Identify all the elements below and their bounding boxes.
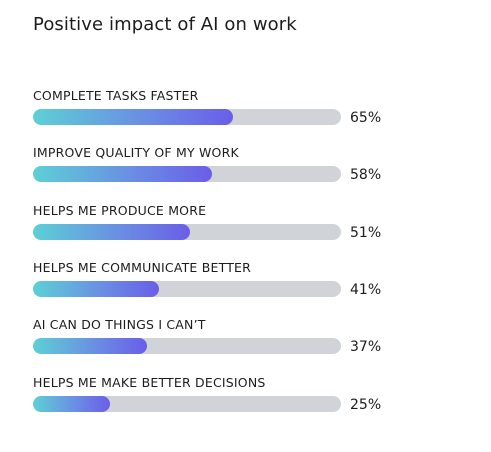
bar-value-label: 58% (350, 167, 382, 183)
bar-category-label: COMPLETE TASKS FASTER (33, 88, 199, 103)
bar-value-label: 51% (350, 225, 382, 241)
bar-row: HELPS ME COMMUNICATE BETTER 41% (0, 260, 491, 306)
chart-title: Positive impact of AI on work (33, 14, 297, 35)
bar-category-label: HELPS ME MAKE BETTER DECISIONS (33, 375, 266, 390)
bar-category-label: IMPROVE QUALITY OF MY WORK (33, 145, 239, 160)
bar-fill (33, 338, 147, 354)
bar-fill (33, 281, 159, 297)
bar-value-label: 65% (350, 110, 382, 126)
bar-track (33, 224, 341, 240)
bar-row: HELPS ME PRODUCE MORE 51% (0, 203, 491, 249)
bar-fill (33, 396, 110, 412)
bar-row: IMPROVE QUALITY OF MY WORK 58% (0, 145, 491, 191)
bar-row: COMPLETE TASKS FASTER 65% (0, 88, 491, 134)
bar-category-label: HELPS ME COMMUNICATE BETTER (33, 260, 252, 275)
bar-category-label: HELPS ME PRODUCE MORE (33, 203, 207, 218)
bar-row: AI CAN DO THINGS I CAN’T 37% (0, 317, 491, 363)
bar-track (33, 338, 341, 354)
bar-category-label: AI CAN DO THINGS I CAN’T (33, 317, 206, 332)
bar-track (33, 396, 341, 412)
bar-track (33, 166, 341, 182)
bar-track (33, 281, 341, 297)
bar-value-label: 25% (350, 397, 382, 413)
bar-fill (33, 109, 233, 125)
bar-fill (33, 224, 190, 240)
bar-row: HELPS ME MAKE BETTER DECISIONS 25% (0, 375, 491, 421)
bar-value-label: 37% (350, 339, 382, 355)
bar-fill (33, 166, 212, 182)
bar-track (33, 109, 341, 125)
bar-value-label: 41% (350, 282, 382, 298)
